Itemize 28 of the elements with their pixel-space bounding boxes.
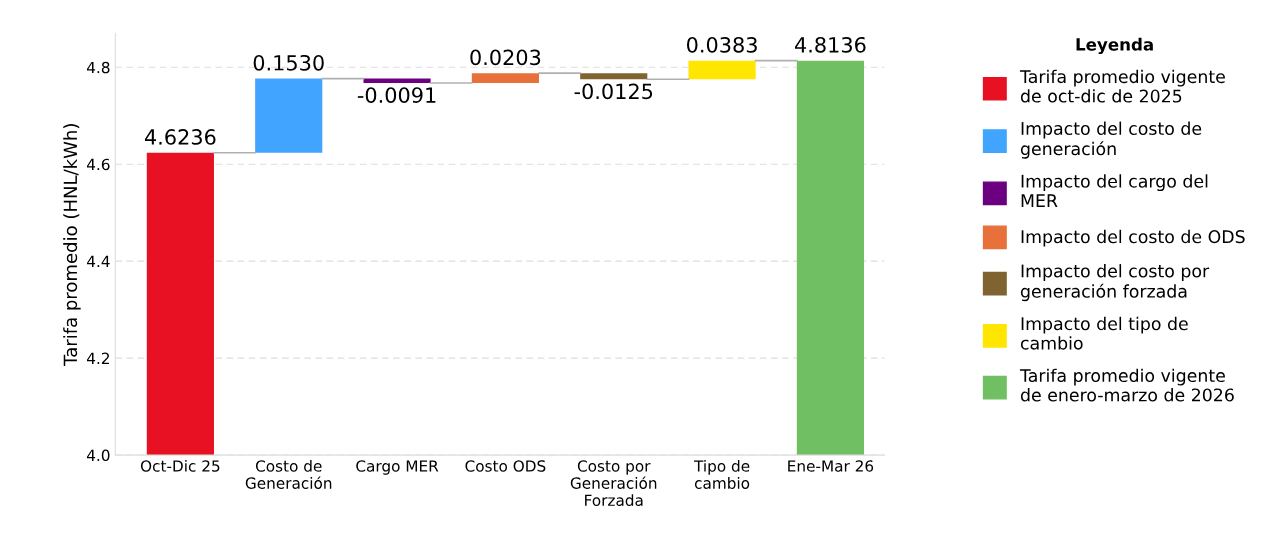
x-tick-label: Oct-Dic 25 — [140, 459, 220, 472]
y-tick-label: 4.2 — [86, 352, 109, 364]
y-tick-label: 4.4 — [86, 255, 110, 267]
data-label: 0.0203 — [470, 49, 541, 66]
data-label: -0.0091 — [357, 87, 436, 103]
x-tick-label: Cargo MER — [356, 460, 439, 475]
x-tick-label: Costo de Generación — [245, 459, 332, 489]
data-label: 0.0383 — [687, 36, 757, 53]
x-tick-label: Costo ODS — [465, 460, 546, 472]
data-label: 0.1530 — [253, 54, 324, 71]
y-axis-title: Tarifa promedio (HNL/kWh) — [63, 124, 81, 366]
legend-label: Impacto del cargo del MER — [1021, 174, 1208, 207]
legend-label: Tarifa promedio vigente de enero-marzo de 2026 — [1019, 368, 1234, 402]
data-label: 4.6236 — [144, 129, 216, 145]
x-tick-label: Ene-Mar 26 — [788, 460, 874, 472]
legend-label: Impacto del costo de generación — [1020, 121, 1202, 159]
legend-title: Leyenda — [1076, 37, 1153, 55]
x-tick-label: Tipo de cambio — [693, 459, 750, 489]
legend-label: Impacto del costo de ODS — [1021, 229, 1245, 247]
y-tick-label: 4.8 — [86, 61, 110, 74]
data-label: -0.0125 — [574, 83, 653, 100]
legend-label: Impacto del tipo de cambio — [1020, 316, 1188, 350]
legend-label: Impacto del costo por generación forzada — [1020, 264, 1210, 302]
legend-label: Tarifa promedio vigente de oct-dic de 2025 — [1019, 69, 1225, 103]
x-tick-label: Costo por Generación Forzada — [570, 460, 657, 506]
y-tick-label: 4.6 — [86, 158, 110, 171]
data-label: 4.8136 — [794, 36, 866, 53]
y-tick-label: 4.0 — [86, 449, 110, 462]
